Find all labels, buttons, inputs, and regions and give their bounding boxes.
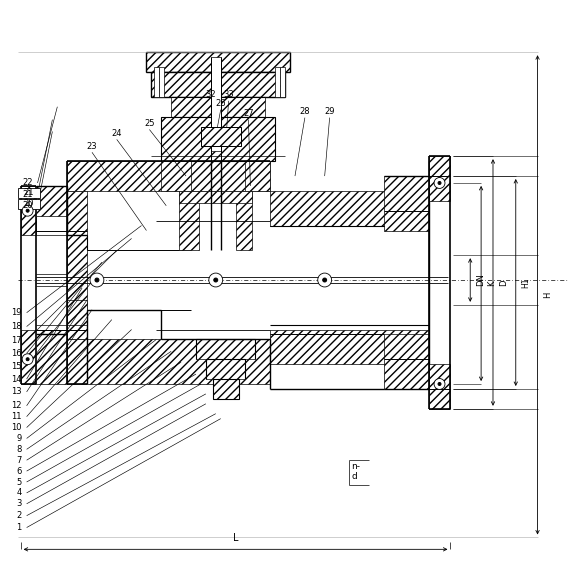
Bar [154, 67, 159, 97]
Text: 15: 15 [11, 361, 22, 370]
Text: 20: 20 [23, 199, 34, 208]
Bar [280, 67, 285, 97]
Text: 23: 23 [87, 142, 97, 151]
Bar [429, 157, 451, 201]
Text: 14: 14 [11, 374, 22, 383]
Bar [67, 339, 270, 384]
Circle shape [434, 378, 445, 390]
Circle shape [22, 205, 33, 216]
Text: 32: 32 [205, 90, 216, 99]
Circle shape [438, 181, 441, 185]
Text: 17: 17 [11, 336, 22, 345]
Text: 3: 3 [16, 499, 22, 508]
Circle shape [90, 273, 104, 287]
Text: 4: 4 [16, 488, 22, 497]
Text: D: D [499, 279, 508, 286]
Bar [161, 161, 191, 191]
Bar [270, 191, 429, 226]
Text: H1: H1 [522, 277, 531, 288]
Circle shape [318, 273, 332, 287]
Bar [159, 67, 164, 97]
Text: 9: 9 [16, 434, 22, 443]
Text: H: H [543, 292, 553, 298]
Bar [67, 300, 87, 339]
Bar [161, 117, 275, 161]
Circle shape [26, 209, 29, 212]
Circle shape [26, 358, 29, 361]
Bar [245, 161, 270, 191]
Text: 27: 27 [243, 109, 254, 118]
Text: 7: 7 [16, 455, 22, 464]
Bar [206, 359, 245, 379]
Text: 11: 11 [11, 412, 22, 421]
Text: DN: DN [476, 274, 485, 287]
Text: 10: 10 [11, 423, 22, 432]
Text: 13: 13 [11, 387, 22, 396]
Bar [275, 67, 280, 97]
Bar [152, 72, 285, 97]
Circle shape [214, 278, 217, 282]
Bar [171, 97, 265, 117]
Circle shape [438, 382, 441, 386]
Text: 20: 20 [22, 201, 33, 210]
Bar [179, 191, 252, 203]
Text: 5: 5 [16, 477, 22, 486]
Text: 28: 28 [300, 107, 310, 116]
Text: 19: 19 [11, 308, 22, 317]
Circle shape [95, 278, 99, 282]
Bar [429, 364, 451, 409]
Bar [21, 329, 36, 384]
Text: 29: 29 [324, 107, 335, 116]
Bar [236, 191, 252, 251]
Bar [201, 127, 241, 146]
Text: 26: 26 [215, 99, 226, 108]
Text: 1: 1 [16, 523, 22, 532]
Bar [36, 186, 67, 216]
Text: 25: 25 [144, 119, 154, 128]
Bar [67, 191, 87, 339]
Text: 12: 12 [11, 401, 22, 410]
Text: 33: 33 [223, 90, 234, 99]
Bar [211, 57, 221, 151]
Text: 6: 6 [16, 467, 22, 476]
Bar [67, 161, 270, 191]
Text: 22: 22 [22, 178, 33, 187]
Bar [17, 188, 40, 198]
Text: d: d [352, 472, 357, 481]
Circle shape [322, 278, 326, 282]
Circle shape [22, 354, 33, 365]
Text: 2: 2 [16, 511, 22, 520]
Bar [36, 329, 67, 384]
Bar [146, 52, 290, 72]
Bar [179, 191, 199, 251]
Bar [384, 334, 429, 389]
Bar [213, 379, 238, 399]
Text: n-: n- [352, 462, 360, 471]
Bar [196, 339, 255, 359]
Bar [270, 329, 429, 364]
Text: 18: 18 [11, 322, 22, 331]
Bar [21, 186, 36, 235]
Text: 21: 21 [22, 190, 33, 199]
Circle shape [434, 177, 445, 189]
Bar [384, 176, 429, 230]
Text: K: K [487, 281, 496, 286]
Bar [17, 199, 40, 209]
Text: 16: 16 [11, 349, 22, 358]
Text: L: L [233, 533, 238, 543]
Text: 8: 8 [16, 445, 22, 454]
Text: 21: 21 [23, 189, 34, 198]
Text: 24: 24 [111, 129, 122, 138]
Circle shape [209, 273, 223, 287]
